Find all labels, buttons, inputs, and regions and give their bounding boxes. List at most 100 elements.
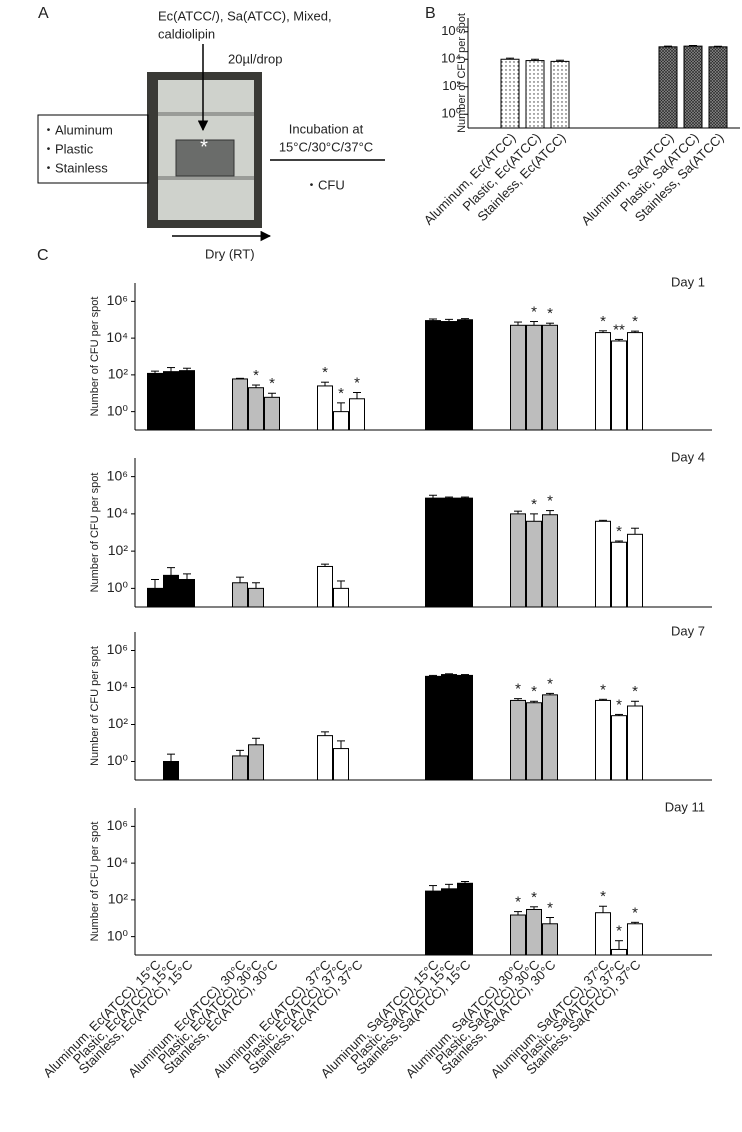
incubation-text: 15°C/30°C/37°C xyxy=(279,139,373,154)
significance: * xyxy=(600,888,606,905)
bar xyxy=(542,923,558,956)
bar xyxy=(526,324,542,431)
significance: * xyxy=(354,374,360,391)
y-tick-label: 10² xyxy=(108,891,129,907)
dry-text: Dry (RT) xyxy=(205,246,255,261)
bar xyxy=(232,755,248,781)
y-tick-label: 10⁰ xyxy=(107,927,129,943)
bar xyxy=(333,748,349,781)
bar xyxy=(232,582,248,608)
panel-label: C xyxy=(37,247,49,264)
significance: * xyxy=(531,683,537,700)
bar xyxy=(425,675,441,781)
bar xyxy=(441,497,457,608)
bar xyxy=(163,574,179,608)
y-tick-label: 10⁰ xyxy=(107,402,129,418)
samples-text: caldiolipin xyxy=(158,26,215,41)
incubation-text: Incubation at xyxy=(289,121,364,136)
bar xyxy=(595,912,611,956)
bar xyxy=(248,744,264,781)
bar xyxy=(333,411,349,431)
bar xyxy=(526,908,542,956)
y-tick-label: 10² xyxy=(442,78,461,93)
y-axis-label: Number of CFU per spot xyxy=(456,13,468,133)
surface-box xyxy=(37,114,149,184)
bar xyxy=(708,46,728,129)
significance: * xyxy=(531,889,537,906)
significance: * xyxy=(338,385,344,402)
significance: * xyxy=(547,899,553,916)
y-tick-label: 10⁶ xyxy=(107,292,128,308)
photo-mark: * xyxy=(200,136,208,158)
bar xyxy=(611,541,627,608)
bar xyxy=(441,321,457,431)
bar xyxy=(510,914,526,956)
bar xyxy=(349,398,365,431)
bar xyxy=(611,340,627,431)
bar xyxy=(542,514,558,608)
y-tick-label: 10⁰ xyxy=(441,106,461,121)
bar xyxy=(611,948,627,956)
bar xyxy=(500,58,520,129)
significance: * xyxy=(632,683,638,700)
readout-text: ・CFU xyxy=(305,177,345,192)
surface: ・Aluminum xyxy=(42,122,113,137)
bar xyxy=(595,332,611,431)
bar xyxy=(550,60,570,129)
significance: * xyxy=(616,523,622,540)
surface: ・Plastic xyxy=(42,141,94,156)
chart-title: Day 4 xyxy=(671,449,705,464)
significance: * xyxy=(616,923,622,940)
bar xyxy=(425,890,441,956)
bar xyxy=(658,46,678,129)
significance: * xyxy=(531,496,537,513)
significance: * xyxy=(600,681,606,698)
bar xyxy=(510,513,526,608)
surface: ・Stainless xyxy=(42,160,108,175)
significance: * xyxy=(547,675,553,692)
bar xyxy=(542,694,558,781)
sample-box xyxy=(175,139,235,177)
significance: * xyxy=(269,375,275,392)
bar xyxy=(248,587,264,608)
chart-title: Day 11 xyxy=(665,799,705,814)
bar xyxy=(683,45,703,129)
chart-title: Day 1 xyxy=(671,274,705,289)
significance: * xyxy=(322,364,328,381)
panel-label: B xyxy=(425,5,436,22)
y-tick-label: 10² xyxy=(108,366,129,382)
significance: ** xyxy=(613,321,625,338)
y-tick-label: 10⁴ xyxy=(106,329,128,345)
bar xyxy=(441,888,457,956)
bar xyxy=(611,715,627,781)
bar xyxy=(510,324,526,431)
bar xyxy=(457,882,473,956)
bar xyxy=(457,497,473,608)
bar xyxy=(526,702,542,781)
drop-text: 20µl/drop xyxy=(228,51,282,66)
bar xyxy=(441,674,457,781)
bar xyxy=(525,60,545,129)
y-tick-label: 10² xyxy=(108,542,129,558)
bar xyxy=(179,578,195,608)
bar xyxy=(627,923,643,956)
significance: * xyxy=(632,313,638,330)
bar xyxy=(457,319,473,431)
bar xyxy=(542,324,558,431)
bar xyxy=(264,396,280,431)
significance: * xyxy=(547,493,553,510)
y-tick-label: 10⁶ xyxy=(107,641,128,657)
bar xyxy=(510,699,526,781)
y-tick-label: 10⁰ xyxy=(107,579,129,595)
y-tick-label: 10⁶ xyxy=(107,467,128,483)
bar xyxy=(333,587,349,608)
y-tick-label: 10⁶ xyxy=(441,23,461,38)
y-tick-label: 10⁴ xyxy=(441,51,461,66)
y-tick-label: 10⁰ xyxy=(107,752,129,768)
y-axis-label: Number of CFU per spot xyxy=(89,646,101,766)
bar xyxy=(595,699,611,781)
significance: * xyxy=(632,904,638,921)
y-tick-label: 10⁴ xyxy=(106,505,128,521)
samples-text: Ec(ATCC/), Sa(ATCC), Mixed, xyxy=(158,8,332,23)
